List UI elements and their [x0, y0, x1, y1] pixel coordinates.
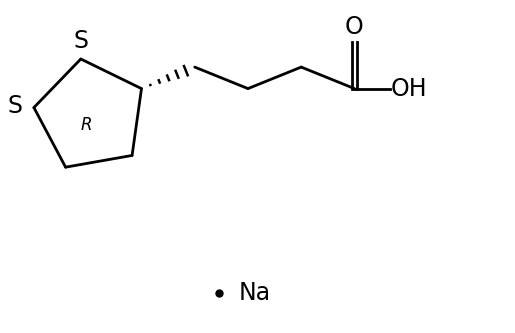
- Text: S: S: [8, 94, 23, 118]
- Text: OH: OH: [390, 77, 427, 101]
- Text: R: R: [80, 116, 92, 134]
- Text: S: S: [73, 29, 88, 53]
- Text: O: O: [345, 15, 364, 39]
- Text: Na: Na: [239, 281, 271, 305]
